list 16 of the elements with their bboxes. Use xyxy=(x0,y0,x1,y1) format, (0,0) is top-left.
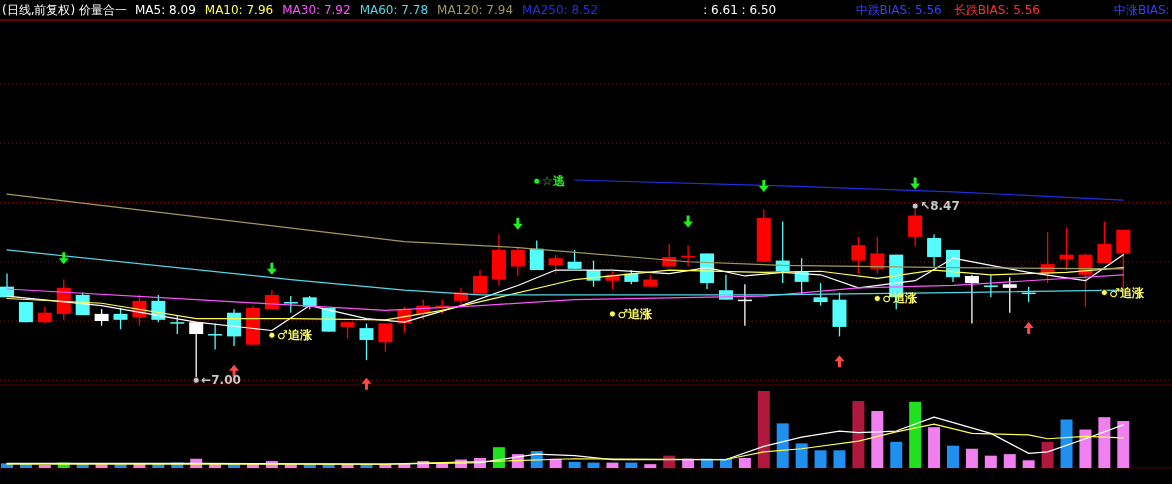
legend-item: MA10: 7.96 xyxy=(204,3,274,17)
data-label: ←7.00 xyxy=(201,373,241,388)
data-label: ♂追涨 xyxy=(617,306,654,321)
legend-item: MA5: 8.09 xyxy=(135,3,196,17)
chart-title: (日线,前复权) 价量合一 xyxy=(2,3,127,17)
legend-item: MA30: 7.92 xyxy=(282,3,351,17)
legend-item: MA250: 8.52 xyxy=(522,3,599,17)
data-label: ☆逃 xyxy=(541,174,566,189)
data-label: ♂追涨 xyxy=(276,328,313,343)
text: 长跌BIAS: 5.56 xyxy=(953,3,1040,17)
legend-item: MA120: 7.94 xyxy=(437,3,514,17)
text: 中涨BIAS: xyxy=(1114,3,1170,17)
data-label: ↖8.47 xyxy=(920,199,960,214)
text: 中跌BIAS: 5.56 xyxy=(855,3,942,17)
legend-item: MA60: 7.78 xyxy=(359,3,429,17)
text: : 6.61 : 6.50 xyxy=(703,3,777,17)
